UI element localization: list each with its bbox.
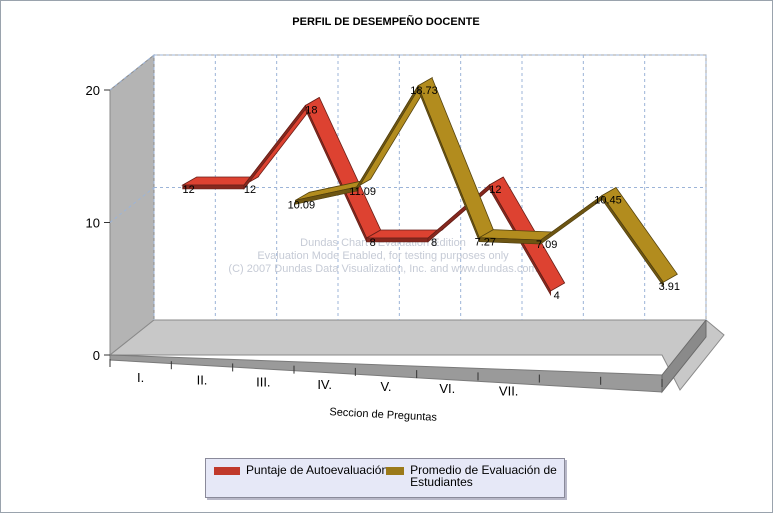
x-tick-label: VII. bbox=[499, 383, 519, 398]
data-label: 3.91 bbox=[659, 281, 680, 293]
legend-label-autoevaluacion: Puntaje de Autoevaluación bbox=[246, 463, 389, 477]
data-label: 4 bbox=[554, 290, 560, 302]
legend-item-autoevaluacion: Puntaje de Autoevaluación bbox=[214, 464, 388, 476]
watermark-text: Evaluation Mode Enabled, for testing pur… bbox=[257, 250, 509, 262]
y-tick-label: 20 bbox=[86, 83, 100, 98]
y-tick-label: 0 bbox=[93, 348, 100, 363]
data-label: 18 bbox=[305, 105, 317, 117]
data-label: 7.09 bbox=[536, 239, 557, 251]
data-label: 12 bbox=[489, 184, 501, 196]
legend-label-estudiantes: Promedio de Evaluación de Estudiantes bbox=[410, 463, 557, 489]
data-label: 8 bbox=[370, 237, 376, 249]
x-axis-label: Seccion de Preguntas bbox=[329, 406, 438, 424]
legend-item-estudiantes: Promedio de Evaluación de Estudiantes bbox=[386, 464, 558, 488]
data-label: 18.73 bbox=[410, 85, 438, 97]
data-label: 10.45 bbox=[594, 195, 622, 207]
left-wall bbox=[109, 53, 155, 357]
watermark-text: (C) 2007 Dundas Data Visualization, Inc.… bbox=[228, 263, 537, 275]
x-tick-label: II. bbox=[197, 372, 208, 387]
series-ribbon-side bbox=[366, 237, 429, 243]
chart-legend: Puntaje de Autoevaluación Promedio de Ev… bbox=[205, 458, 565, 498]
x-tick-label: V. bbox=[380, 379, 391, 394]
data-label: 12 bbox=[183, 184, 195, 196]
series-ribbon-side bbox=[601, 194, 664, 288]
x-tick-label: IV. bbox=[317, 377, 332, 392]
chart-title: PERFIL DE DESEMPEÑO DOCENTE bbox=[292, 15, 479, 28]
data-label: 8 bbox=[431, 237, 437, 249]
y-tick-label: 10 bbox=[86, 216, 100, 231]
x-tick-label: I. bbox=[137, 370, 144, 385]
legend-swatch-estudiantes bbox=[386, 467, 405, 475]
data-label: 10.09 bbox=[288, 199, 316, 211]
data-label: 7.27 bbox=[475, 237, 496, 249]
data-label: 11.09 bbox=[349, 186, 376, 198]
data-label: 12 bbox=[244, 184, 256, 196]
x-tick-label: VI. bbox=[439, 381, 455, 396]
x-tick-label: III. bbox=[256, 375, 270, 390]
legend-swatch-autoevaluacion bbox=[214, 467, 240, 475]
